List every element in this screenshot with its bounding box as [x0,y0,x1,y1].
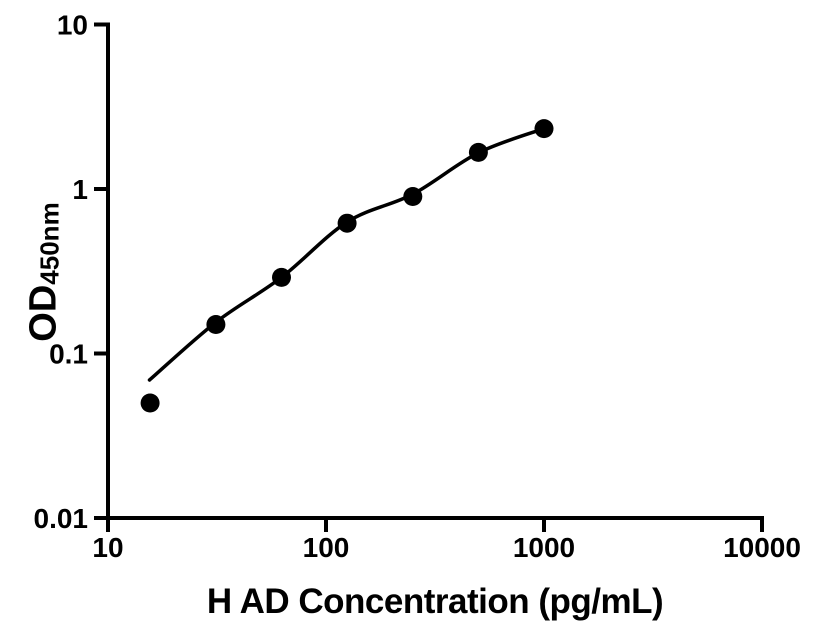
x-axis-title: H AD Concentration (pg/mL) [207,582,663,621]
y-axis-title-main: OD [22,284,65,342]
fit-curve-line [147,126,546,382]
data-point [403,187,423,206]
axes-layer [106,22,764,520]
y-axis-tick-label: 10 [57,10,88,41]
data-point [468,142,488,162]
data-point [140,393,160,413]
y-axis-tick-label: 1 [72,174,88,205]
y-axis-tick-label: 0.01 [34,503,89,534]
y-axis-tick-label: 0.1 [49,339,88,370]
x-axis-tick-label: 10000 [723,532,801,563]
x-axis-tick-label: 10 [92,532,123,563]
data-point [337,213,357,233]
x-axis-tick-label: 100 [303,532,350,563]
y-axis-title-subscript: 450nm [34,202,65,285]
series-layer [140,119,554,413]
y-axis-title: OD450nm [23,202,66,341]
data-point [206,315,226,334]
data-point [534,119,554,139]
data-point [272,267,291,287]
x-axis-tick-label: 1000 [513,532,575,563]
